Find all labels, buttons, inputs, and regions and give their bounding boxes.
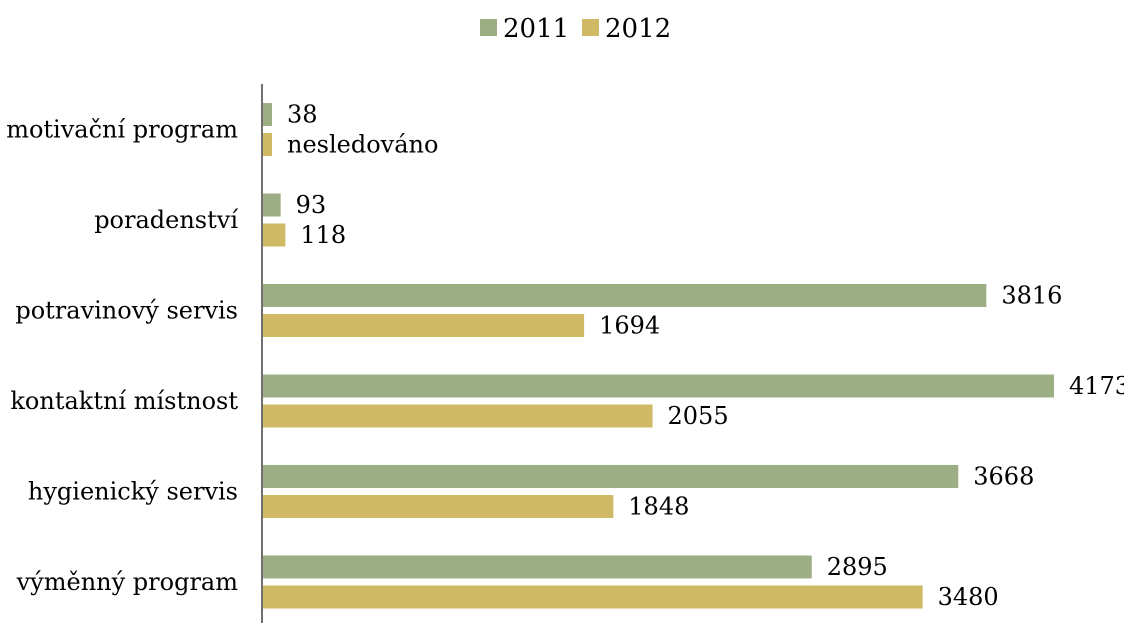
bar-2012-motivacni-program	[263, 133, 272, 156]
legend: 2011 2012	[480, 14, 671, 44]
data-label-2011-motivacni-program: 38	[287, 101, 318, 129]
data-label-2012-hygienicky-servis: 1848	[628, 493, 689, 521]
data-label-2011-vymenny-program: 2895	[827, 553, 888, 581]
data-label-2012-vymenny-program: 3480	[938, 583, 999, 611]
category-label-kontaktni-mistnost: kontaktní místnost	[10, 387, 238, 415]
category-label-motivacni-program: motivační program	[6, 116, 238, 144]
category-label-vymenny-program: výměnný program	[16, 568, 239, 596]
legend-swatch-2012	[582, 19, 599, 36]
data-label-2012-potravinovy-servis: 1694	[599, 312, 660, 340]
data-label-2011-potravinovy-servis: 3816	[1001, 282, 1062, 310]
bar-2012-poradenstvi	[263, 223, 286, 247]
bar-2012-vymenny-program	[263, 585, 923, 609]
data-label-2012-poradenstvi: 118	[300, 221, 346, 249]
bar-2011-vymenny-program	[263, 555, 812, 579]
category-label-poradenstvi: poradenství	[94, 206, 238, 234]
data-label-2011-hygienicky-servis: 3668	[973, 463, 1034, 491]
data-label-2012-motivacni-program: nesledováno	[287, 131, 438, 159]
bar-2011-potravinovy-servis	[263, 284, 987, 307]
category-labels: motivační program poradenství potravinový …	[6, 116, 238, 597]
data-label-2012-kontaktni-mistnost: 2055	[668, 402, 729, 430]
bar-2012-potravinovy-servis	[263, 314, 585, 337]
category-label-potravinovy-servis: potravinový servis	[15, 297, 238, 325]
category-label-hygienicky-servis: hygienický servis	[28, 478, 238, 506]
bars	[263, 103, 1054, 609]
bar-2012-hygienicky-servis	[263, 495, 614, 518]
bar-2011-hygienicky-servis	[263, 465, 959, 488]
legend-swatch-2011	[480, 19, 497, 36]
legend-label-2011: 2011	[503, 14, 569, 44]
bar-2012-kontaktni-mistnost	[263, 404, 653, 428]
bar-2011-motivacni-program	[263, 103, 272, 126]
data-label-2011-kontaktni-mistnost: 4173	[1069, 372, 1124, 400]
legend-label-2012: 2012	[605, 14, 671, 44]
data-label-2011-poradenstvi: 93	[296, 191, 327, 219]
bar-2011-kontaktni-mistnost	[263, 374, 1054, 398]
bar-2011-poradenstvi	[263, 193, 281, 217]
